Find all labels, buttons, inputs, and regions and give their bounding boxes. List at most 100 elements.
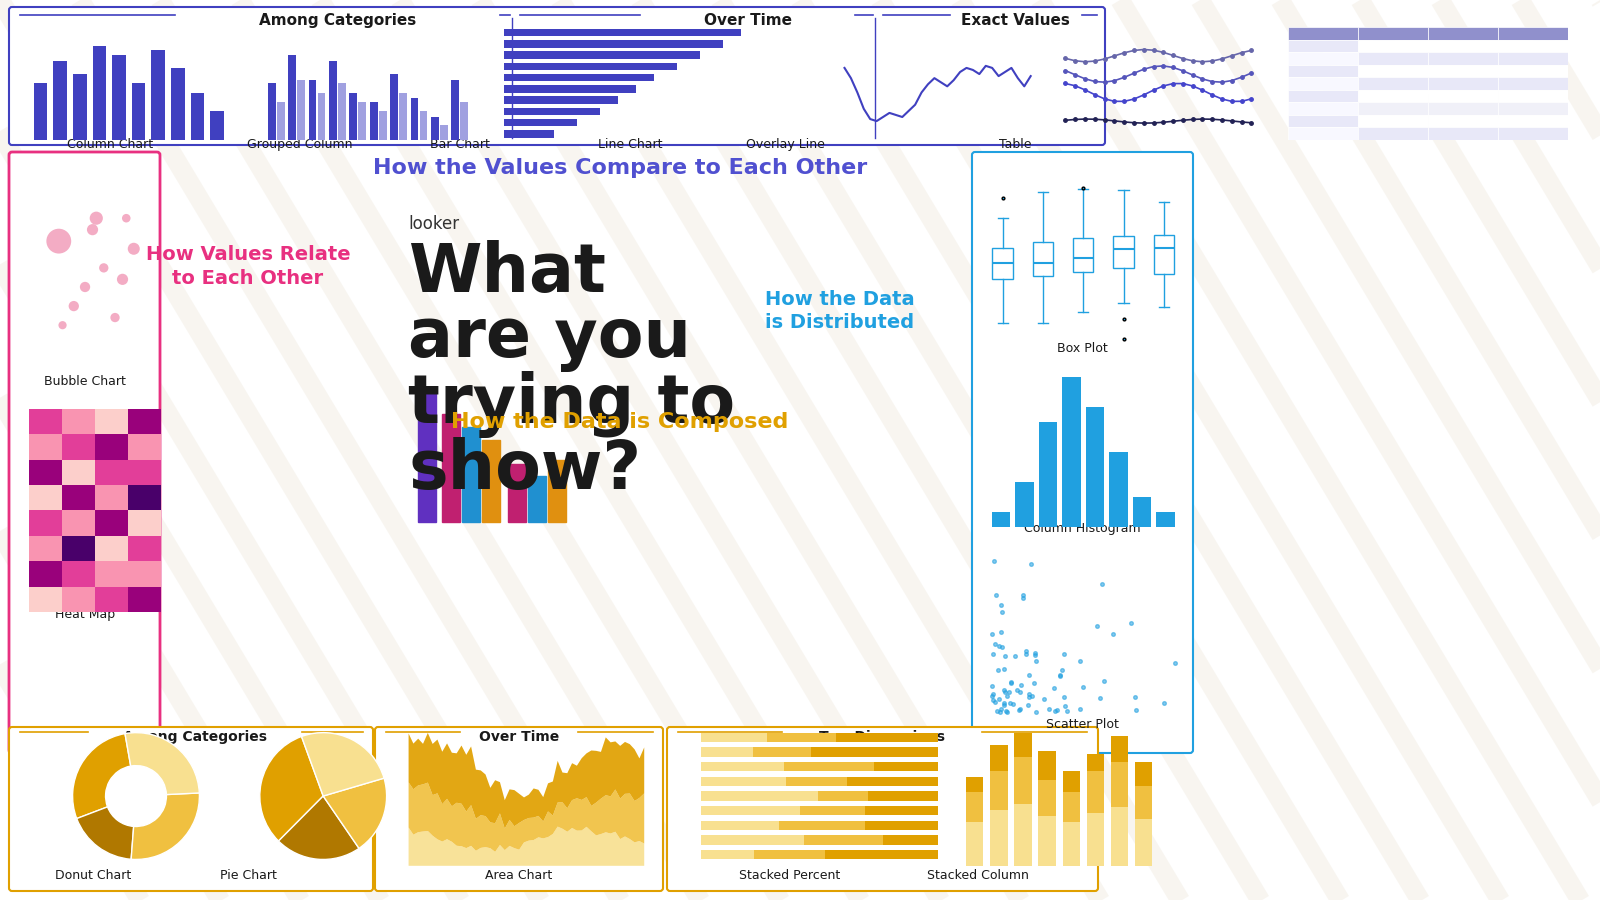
Text: Exact Values: Exact Values — [960, 13, 1069, 28]
Point — [1013, 647, 1038, 662]
Point — [1016, 687, 1042, 701]
Point — [992, 649, 1018, 663]
Bar — [93, 46, 106, 140]
Bar — [701, 806, 800, 815]
Bar — [309, 79, 317, 140]
Text: Among Categories: Among Categories — [259, 13, 416, 28]
Bar — [338, 84, 346, 140]
Point — [998, 676, 1024, 690]
Text: Two Dimensions: Two Dimensions — [819, 730, 946, 744]
Text: Bubble Chart: Bubble Chart — [45, 375, 126, 388]
Point — [1008, 685, 1034, 699]
Point — [989, 604, 1014, 618]
Bar — [966, 778, 984, 792]
Bar — [482, 440, 499, 522]
Text: Scatter Plot: Scatter Plot — [1045, 718, 1118, 731]
Point — [1048, 663, 1074, 678]
Wedge shape — [125, 733, 200, 795]
Bar — [34, 84, 48, 140]
Bar — [837, 733, 938, 742]
Bar — [210, 112, 224, 140]
Bar — [171, 68, 184, 140]
Point — [1003, 683, 1029, 698]
Point — [1067, 654, 1093, 669]
Point — [994, 689, 1019, 704]
Bar — [990, 745, 1008, 771]
Bar — [418, 392, 435, 522]
Bar — [1288, 102, 1358, 114]
Bar — [874, 762, 938, 771]
Bar — [411, 98, 418, 140]
Point — [989, 625, 1014, 639]
Point — [1022, 647, 1048, 662]
Bar — [966, 822, 984, 866]
Bar — [1288, 27, 1358, 40]
Point — [50, 318, 75, 332]
PathPatch shape — [992, 248, 1013, 279]
Point — [1118, 616, 1144, 630]
Bar — [1498, 114, 1568, 127]
Point — [1018, 557, 1043, 572]
Bar — [1358, 40, 1429, 52]
Bar — [547, 460, 566, 522]
Point — [1150, 696, 1176, 710]
Bar — [1062, 771, 1080, 792]
Point — [80, 222, 106, 237]
Point — [979, 680, 1005, 694]
Point — [1013, 644, 1038, 659]
Point — [1037, 701, 1062, 716]
Point — [994, 705, 1019, 719]
Text: Line Chart: Line Chart — [598, 138, 662, 151]
Bar — [504, 96, 618, 104]
Point — [91, 261, 117, 275]
Bar — [442, 414, 461, 522]
Point — [992, 685, 1018, 699]
Bar — [1134, 819, 1152, 866]
Bar — [701, 791, 818, 801]
Point — [1091, 674, 1117, 688]
Point — [979, 688, 1005, 702]
Point — [1008, 678, 1034, 692]
Point — [995, 684, 1021, 698]
Bar — [818, 791, 869, 801]
Point — [986, 663, 1011, 678]
Bar — [1133, 497, 1152, 526]
Bar — [53, 61, 67, 140]
Wedge shape — [72, 734, 131, 819]
Point — [1045, 703, 1070, 717]
Point — [1022, 646, 1048, 661]
Point — [72, 280, 98, 294]
Bar — [811, 747, 938, 757]
Point — [1000, 697, 1026, 711]
Bar — [504, 63, 677, 70]
Text: Donut Chart: Donut Chart — [54, 869, 131, 882]
Bar — [1014, 482, 1034, 526]
Bar — [1157, 511, 1174, 526]
Point — [998, 675, 1024, 689]
Wedge shape — [323, 778, 387, 849]
Text: Stacked Percent: Stacked Percent — [739, 869, 840, 882]
Bar — [1062, 376, 1082, 526]
Bar — [824, 850, 938, 859]
Bar — [1429, 40, 1498, 52]
Bar — [1038, 815, 1056, 866]
Point — [986, 639, 1011, 653]
Point — [1021, 676, 1046, 690]
Point — [1042, 680, 1067, 695]
Bar — [869, 791, 938, 801]
Bar — [1498, 102, 1568, 114]
Bar — [1358, 102, 1429, 114]
Bar — [1498, 127, 1568, 140]
Point — [122, 241, 147, 256]
Bar — [1086, 813, 1104, 866]
Point — [982, 695, 1008, 709]
Bar — [1429, 27, 1498, 40]
Bar — [1498, 77, 1568, 89]
Text: How the Data
is Distributed: How the Data is Distributed — [765, 290, 915, 332]
Bar — [461, 102, 469, 140]
Bar — [1086, 753, 1104, 771]
Point — [992, 662, 1018, 677]
Point — [1086, 690, 1112, 705]
Bar — [190, 93, 205, 140]
Bar — [419, 112, 427, 140]
